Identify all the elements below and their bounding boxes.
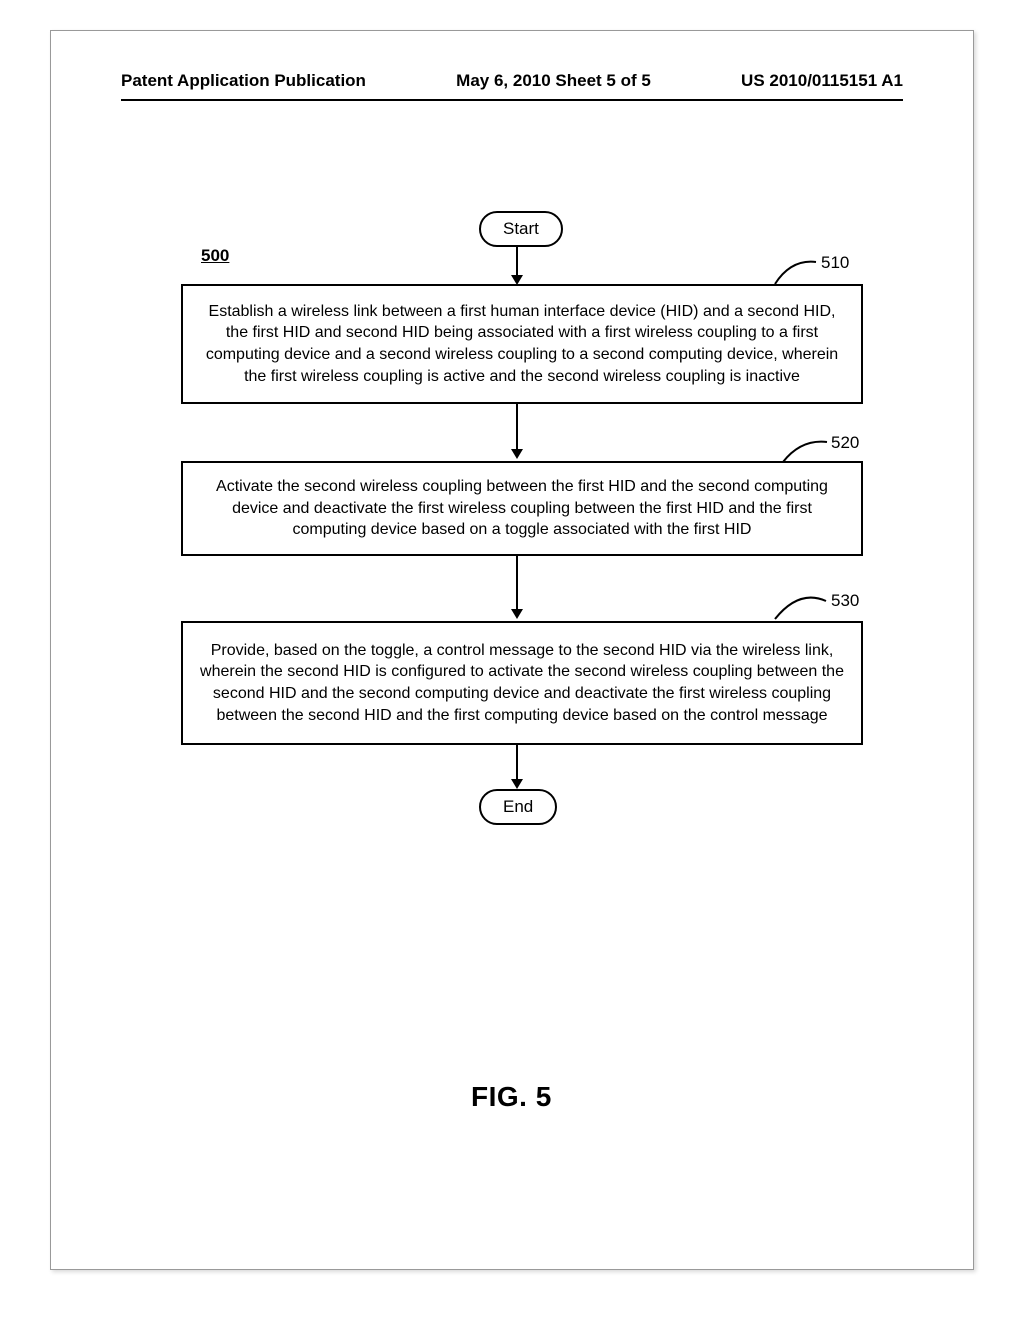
connector-520-to-530 (516, 556, 518, 612)
header-center: May 6, 2010 Sheet 5 of 5 (456, 71, 651, 91)
leader-510 (771, 259, 819, 287)
page-header: Patent Application Publication May 6, 20… (121, 71, 903, 99)
connector-510-to-520 (516, 404, 518, 452)
process-text-530: Provide, based on the toggle, a control … (197, 640, 847, 726)
arrowhead-end (511, 779, 523, 789)
arrowhead-520 (511, 449, 523, 459)
start-terminal: Start (479, 211, 563, 247)
ref-label-530: 530 (831, 591, 859, 611)
process-box-510: Establish a wireless link between a firs… (181, 284, 863, 404)
figure-caption: FIG. 5 (471, 1081, 552, 1113)
process-box-530: Provide, based on the toggle, a control … (181, 621, 863, 745)
figure-ref-number: 500 (201, 246, 229, 266)
page-frame: Patent Application Publication May 6, 20… (50, 30, 974, 1270)
header-right: US 2010/0115151 A1 (741, 71, 903, 91)
start-label: Start (503, 219, 539, 238)
process-text-510: Establish a wireless link between a firs… (197, 301, 847, 387)
end-label: End (503, 797, 533, 816)
ref-label-510: 510 (821, 253, 849, 273)
header-rule (121, 99, 903, 101)
header-left: Patent Application Publication (121, 71, 366, 91)
connector-530-to-end (516, 745, 518, 781)
process-text-520: Activate the second wireless coupling be… (197, 476, 847, 541)
leader-530 (771, 591, 829, 623)
ref-label-520: 520 (831, 433, 859, 453)
arrowhead-530 (511, 609, 523, 619)
end-terminal: End (479, 789, 557, 825)
process-box-520: Activate the second wireless coupling be… (181, 461, 863, 556)
